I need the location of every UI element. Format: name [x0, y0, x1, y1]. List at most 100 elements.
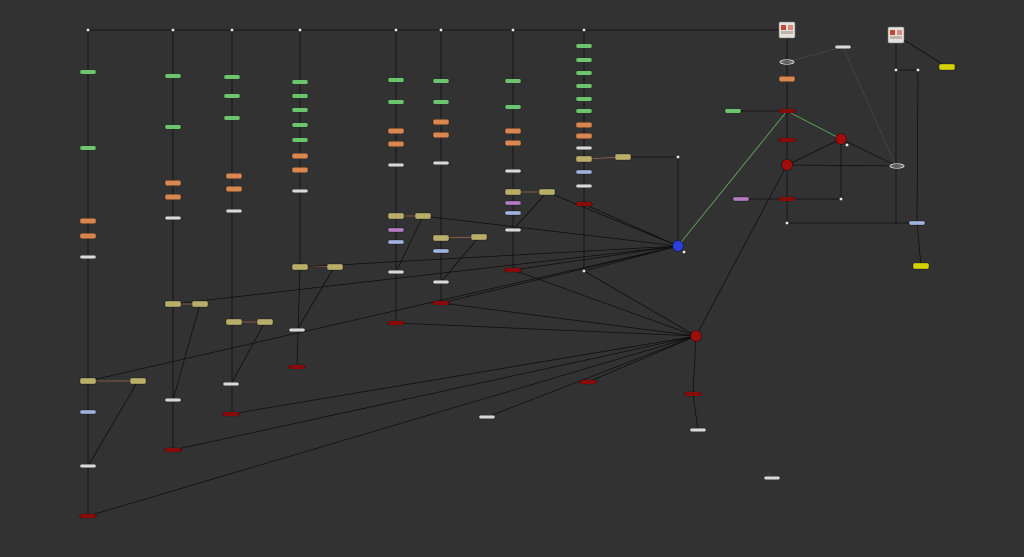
- dot-node-node[interactable]: [225, 208, 243, 214]
- merge-node[interactable]: [225, 318, 243, 326]
- switch-node[interactable]: [779, 59, 795, 65]
- transform-node[interactable]: [504, 127, 522, 135]
- grade-node[interactable]: [291, 93, 309, 99]
- dot-node-node[interactable]: [478, 414, 496, 420]
- pipe-dot[interactable]: [582, 269, 586, 273]
- dot-node-node[interactable]: [387, 162, 405, 168]
- pipe-dot[interactable]: [839, 197, 843, 201]
- dot-node-node[interactable]: [763, 475, 781, 481]
- blur-node[interactable]: [79, 409, 97, 415]
- transform-node[interactable]: [575, 132, 593, 140]
- read-node[interactable]: [778, 21, 796, 39]
- blur-node[interactable]: [387, 239, 405, 245]
- dot-node-node[interactable]: [575, 145, 593, 151]
- transform-node[interactable]: [225, 172, 243, 180]
- merge-node[interactable]: [538, 188, 556, 196]
- dot-node-node[interactable]: [432, 279, 450, 285]
- dot-node-node[interactable]: [164, 397, 182, 403]
- dot-node-node[interactable]: [288, 327, 306, 333]
- write-node[interactable]: [578, 379, 598, 385]
- grade-node[interactable]: [504, 104, 522, 110]
- grade-node[interactable]: [79, 145, 97, 151]
- transform-node[interactable]: [164, 193, 182, 201]
- pipe-dot[interactable]: [230, 28, 234, 32]
- merge-node[interactable]: [470, 233, 488, 241]
- transform-node[interactable]: [504, 139, 522, 147]
- merge-node[interactable]: [256, 318, 274, 326]
- dot-node-node[interactable]: [79, 463, 97, 469]
- pipe-dot[interactable]: [845, 143, 849, 147]
- merge-node[interactable]: [129, 377, 147, 385]
- dot-node-node[interactable]: [432, 160, 450, 166]
- grade-node[interactable]: [291, 122, 309, 128]
- dot-node-node[interactable]: [834, 44, 852, 50]
- dot-node-node[interactable]: [387, 269, 405, 275]
- purple-node[interactable]: [504, 200, 522, 206]
- dot-node-node[interactable]: [222, 381, 240, 387]
- write-node[interactable]: [221, 411, 241, 417]
- write-node[interactable]: [777, 196, 797, 202]
- merge-node[interactable]: [504, 188, 522, 196]
- grade-node[interactable]: [164, 124, 182, 130]
- grade-node[interactable]: [432, 78, 450, 84]
- write-node[interactable]: [163, 447, 183, 453]
- pipe-dot[interactable]: [511, 28, 515, 32]
- blur-node[interactable]: [504, 210, 522, 216]
- merge-node[interactable]: [291, 263, 309, 271]
- grade-node[interactable]: [575, 57, 593, 63]
- merge-node[interactable]: [164, 300, 182, 308]
- merge-node[interactable]: [575, 155, 593, 163]
- grade-node[interactable]: [79, 69, 97, 75]
- transform-node[interactable]: [164, 179, 182, 187]
- transform-node[interactable]: [79, 217, 97, 225]
- transform-node[interactable]: [778, 75, 796, 83]
- red-merge-top-node[interactable]: [781, 159, 793, 171]
- pipe-dot[interactable]: [916, 68, 920, 72]
- blur-node[interactable]: [575, 169, 593, 175]
- merge-node[interactable]: [387, 212, 405, 220]
- pipe-dot[interactable]: [439, 28, 443, 32]
- grade-node[interactable]: [504, 78, 522, 84]
- blur-node[interactable]: [432, 248, 450, 254]
- merge-node[interactable]: [326, 263, 344, 271]
- write-node[interactable]: [574, 201, 594, 207]
- merge-node[interactable]: [191, 300, 209, 308]
- grade-node[interactable]: [223, 93, 241, 99]
- write-node[interactable]: [503, 267, 523, 273]
- write-node[interactable]: [78, 513, 98, 519]
- grade-node[interactable]: [575, 43, 593, 49]
- purple-node[interactable]: [732, 196, 750, 202]
- dot-node-node[interactable]: [504, 227, 522, 233]
- read-node[interactable]: [887, 26, 905, 44]
- pipe-dot[interactable]: [894, 68, 898, 72]
- grade-node[interactable]: [575, 96, 593, 102]
- write-node[interactable]: [683, 391, 703, 397]
- grade-node[interactable]: [223, 74, 241, 80]
- grade-node[interactable]: [387, 99, 405, 105]
- transform-node[interactable]: [291, 166, 309, 174]
- red-merge-right-node[interactable]: [835, 133, 847, 145]
- write-node[interactable]: [287, 364, 307, 370]
- grade-node[interactable]: [223, 115, 241, 121]
- grade-node[interactable]: [724, 108, 742, 114]
- transform-node[interactable]: [225, 185, 243, 193]
- grade-node[interactable]: [387, 77, 405, 83]
- transform-node[interactable]: [432, 131, 450, 139]
- grade-node[interactable]: [291, 79, 309, 85]
- pipe-dot[interactable]: [394, 28, 398, 32]
- dot-node-node[interactable]: [689, 427, 707, 433]
- dot-node-node[interactable]: [79, 254, 97, 260]
- dot-node-node[interactable]: [504, 168, 522, 174]
- pipe-dot[interactable]: [582, 28, 586, 32]
- pipe-dot[interactable]: [86, 28, 90, 32]
- grade-node[interactable]: [575, 108, 593, 114]
- viewer-node[interactable]: [912, 262, 930, 270]
- pipe-dot[interactable]: [676, 155, 680, 159]
- transform-node[interactable]: [387, 127, 405, 135]
- grade-node[interactable]: [432, 99, 450, 105]
- grade-node[interactable]: [575, 83, 593, 89]
- pipe-dot[interactable]: [171, 28, 175, 32]
- grade-node[interactable]: [291, 137, 309, 143]
